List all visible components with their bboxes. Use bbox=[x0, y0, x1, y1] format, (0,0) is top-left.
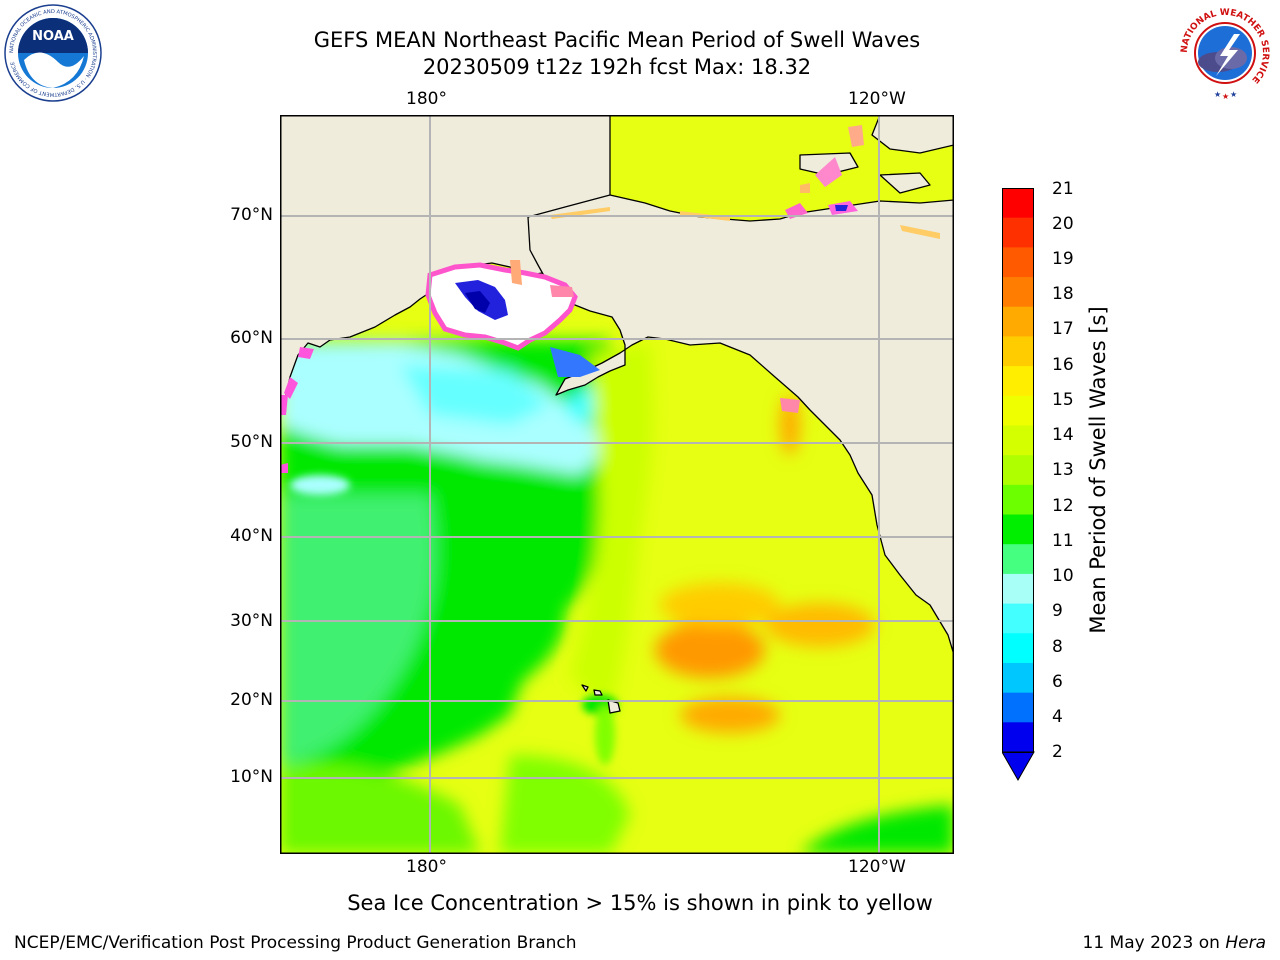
colorbar-tick: 21 bbox=[1052, 179, 1074, 199]
colorbar-tick: 4 bbox=[1052, 707, 1063, 727]
land bbox=[280, 115, 954, 714]
plot-title: GEFS MEAN Northeast Pacific Mean Period … bbox=[313, 28, 921, 52]
colorbar-band bbox=[1002, 277, 1034, 308]
sea-ice-note: Sea Ice Concentration > 15% is shown in … bbox=[347, 891, 933, 915]
colorbar-band bbox=[1002, 692, 1034, 723]
colorbar-tick: 9 bbox=[1052, 601, 1063, 621]
colorbar-tick: 18 bbox=[1052, 284, 1074, 304]
lon-label-bottom-180: 180° bbox=[406, 857, 447, 877]
noaa-logo: NOAA NATIONAL OCEANIC AND ATMOSPHERIC AD… bbox=[4, 4, 102, 102]
colorbar-band bbox=[1002, 514, 1034, 545]
colorbar-tick: 17 bbox=[1052, 319, 1074, 339]
colorbar bbox=[1002, 188, 1035, 782]
colorbar-band bbox=[1002, 217, 1034, 248]
colorbar-band bbox=[1002, 247, 1034, 278]
colorbar-tick: 11 bbox=[1052, 531, 1074, 551]
footer-credit: NCEP/EMC/Verification Post Processing Pr… bbox=[14, 933, 577, 953]
colorbar-tick: 2 bbox=[1052, 742, 1063, 762]
lat-label-60n: 60°N bbox=[230, 328, 273, 348]
colorbar-band bbox=[1002, 455, 1034, 486]
map-panel bbox=[280, 115, 954, 854]
lat-label-10n: 10°N bbox=[230, 767, 273, 787]
svg-text:★: ★ bbox=[1230, 90, 1237, 99]
footer-date-text: 11 May 2023 on bbox=[1082, 933, 1226, 953]
lat-label-40n: 40°N bbox=[230, 526, 273, 546]
colorbar-tick: 19 bbox=[1052, 249, 1074, 269]
map-frame bbox=[280, 115, 954, 854]
colorbar-band bbox=[1002, 633, 1034, 664]
colorbar-band bbox=[1002, 573, 1034, 605]
colorbar-tick: 13 bbox=[1052, 460, 1074, 480]
svg-text:NOAA: NOAA bbox=[32, 29, 74, 44]
lat-label-70n: 70°N bbox=[230, 205, 273, 225]
plot-subtitle: 20230509 t12z 192h fcst Max: 18.32 bbox=[422, 55, 812, 79]
lat-label-50n: 50°N bbox=[230, 432, 273, 452]
colorbar-tick: 16 bbox=[1052, 355, 1074, 375]
footer-date: 11 May 2023 on Hera bbox=[1083, 933, 1267, 953]
colorbar-frame bbox=[1002, 188, 1034, 753]
colorbar-extend-arrow bbox=[1002, 751, 1035, 782]
colorbar-band bbox=[1002, 425, 1034, 456]
footer-host: Hera bbox=[1225, 933, 1266, 953]
colorbar-band bbox=[1002, 662, 1034, 694]
lon-label-top-120w: 120°W bbox=[848, 89, 906, 109]
colorbar-tick: 14 bbox=[1052, 425, 1074, 445]
colorbar-tick: 6 bbox=[1052, 672, 1063, 692]
colorbar-band bbox=[1002, 188, 1034, 219]
colorbar-tick: 8 bbox=[1052, 637, 1063, 657]
colorbar-tick: 15 bbox=[1052, 390, 1074, 410]
colorbar-band bbox=[1002, 544, 1034, 575]
colorbar-band bbox=[1002, 395, 1034, 427]
nws-logo: NATIONAL WEATHER SERVICE ★ ★ ★ bbox=[1178, 6, 1272, 101]
colorbar-band bbox=[1002, 306, 1034, 338]
lat-label-30n: 30°N bbox=[230, 611, 273, 631]
graticule bbox=[280, 115, 954, 854]
svg-text:★: ★ bbox=[1214, 90, 1221, 99]
colorbar-band bbox=[1002, 366, 1034, 397]
colorbar-band bbox=[1002, 603, 1034, 634]
svg-text:★: ★ bbox=[1222, 92, 1229, 101]
colorbar-band bbox=[1002, 336, 1034, 367]
colorbar-tick: 20 bbox=[1052, 214, 1074, 234]
colorbar-band bbox=[1002, 484, 1034, 516]
colorbar-label: Mean Period of Swell Waves [s] bbox=[1086, 306, 1110, 634]
colorbar-band bbox=[1002, 722, 1034, 753]
colorbar-tick: 10 bbox=[1052, 566, 1074, 586]
sea-ice-overlay bbox=[280, 125, 940, 473]
lon-label-top-180: 180° bbox=[406, 89, 447, 109]
lon-label-bottom-120w: 120°W bbox=[848, 857, 906, 877]
colorbar-tick: 12 bbox=[1052, 496, 1074, 516]
lat-label-20n: 20°N bbox=[230, 690, 273, 710]
